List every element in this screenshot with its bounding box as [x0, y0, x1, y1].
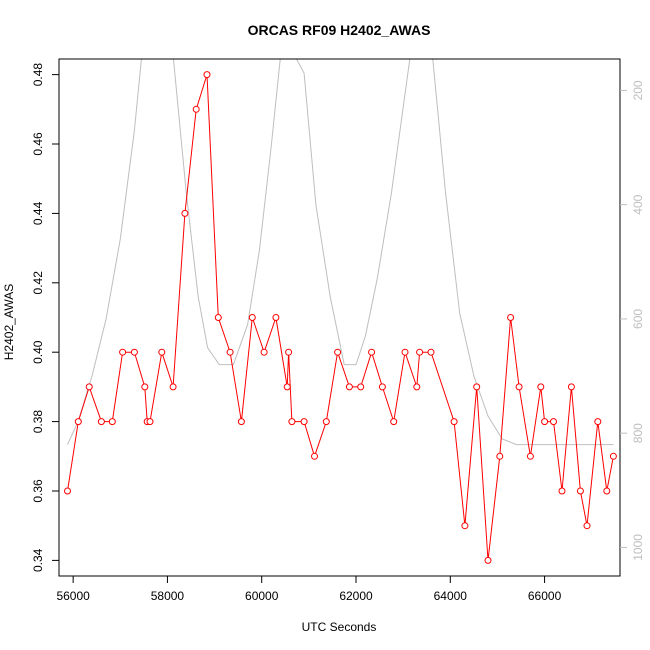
data-point [203, 71, 211, 79]
y-tick-label: 0.42 [31, 271, 45, 295]
data-point [450, 418, 458, 426]
x-tick-label: 56000 [56, 589, 90, 603]
data-point [378, 383, 386, 391]
data-point [334, 348, 342, 356]
data-point [567, 383, 575, 391]
data-point [288, 418, 296, 426]
data-point [427, 348, 435, 356]
data-point [322, 418, 330, 426]
data-point [401, 348, 409, 356]
data-point [357, 383, 365, 391]
data-point [390, 418, 398, 426]
data-point [526, 452, 534, 460]
y2-tick-label: 800 [631, 423, 645, 443]
chart-title: ORCAS RF09 H2402_AWAS [248, 22, 431, 38]
y-tick-label: 0.36 [31, 479, 45, 503]
data-point [285, 348, 293, 356]
data-point [576, 487, 584, 495]
data-point [141, 383, 149, 391]
data-point [283, 383, 291, 391]
data-point [537, 383, 545, 391]
data-point [300, 418, 308, 426]
y2-tick-label: 200 [631, 80, 645, 100]
data-point [237, 418, 245, 426]
data-point [226, 348, 234, 356]
y2-tick-label: 600 [631, 309, 645, 329]
data-point [507, 314, 515, 321]
axes: 56000 58000 60000 62000 64000 66000 0.34 0.36 0.… [31, 58, 645, 603]
y-axis-label: H2402_AWAS [2, 284, 16, 360]
data-point [272, 314, 280, 321]
data-point [248, 314, 256, 321]
data-point [473, 383, 481, 391]
data-point [416, 348, 424, 356]
data-point [550, 418, 557, 426]
data-point [594, 418, 602, 426]
data-point [603, 487, 611, 495]
data-point [192, 105, 200, 113]
data-point [260, 348, 268, 356]
plot-area [64, 59, 617, 564]
plot-frame [58, 58, 621, 577]
data-point [214, 314, 222, 321]
data-point [64, 487, 71, 495]
y-tick-label: 0.38 [31, 410, 45, 434]
data-point [97, 418, 105, 426]
data-point [311, 452, 318, 460]
y-tick-label: 0.40 [31, 340, 45, 364]
data-point [119, 348, 127, 356]
data-point [609, 452, 617, 460]
data-point [74, 418, 82, 426]
series-grey-line [67, 59, 614, 446]
x-tick-label: 58000 [151, 589, 185, 603]
y-tick-label: 0.46 [31, 132, 45, 156]
x-tick-label: 60000 [245, 589, 279, 603]
y-tick-label: 0.48 [31, 63, 45, 87]
data-point [130, 348, 138, 356]
series-red-line [67, 74, 614, 561]
data-point [181, 209, 189, 217]
data-point [558, 487, 566, 495]
x-tick-label: 62000 [339, 589, 373, 603]
y-tick-label: 0.34 [31, 548, 45, 572]
data-point [541, 418, 549, 426]
x-tick-label: 66000 [528, 589, 562, 603]
data-point [345, 383, 353, 391]
data-point [146, 418, 154, 426]
data-point [108, 418, 116, 426]
data-point [158, 348, 166, 356]
data-point [413, 383, 421, 391]
data-point [461, 522, 469, 530]
data-point [515, 383, 523, 391]
data-point [484, 556, 492, 564]
y2-tick-label: 1000 [631, 534, 645, 561]
x-tick-label: 64000 [434, 589, 468, 603]
data-point [496, 452, 504, 460]
data-point [368, 348, 376, 356]
y-tick-label: 0.44 [31, 201, 45, 225]
data-point [169, 383, 177, 391]
y2-tick-label: 400 [631, 194, 645, 214]
data-point [583, 522, 591, 530]
data-point [85, 383, 93, 391]
x-axis-label: UTC Seconds [302, 620, 377, 634]
